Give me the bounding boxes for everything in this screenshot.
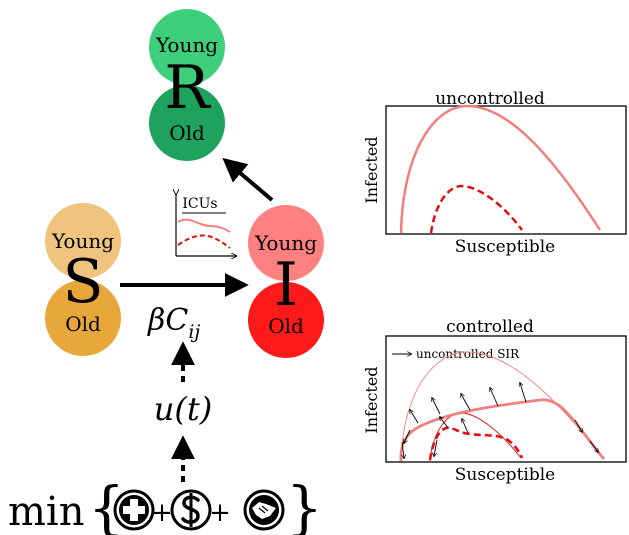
plot-controlled: controlled uncontrolled SIR Susceptible … xyxy=(362,317,627,485)
plus-sign-1: + xyxy=(151,498,173,528)
legend-label: uncontrolled SIR xyxy=(416,347,520,361)
plot-controlled-frame xyxy=(385,335,627,463)
s-young-circle xyxy=(45,203,121,279)
r-young-circle xyxy=(149,9,225,85)
handshake-icon xyxy=(243,489,285,531)
icu-dashed-curve xyxy=(177,234,231,249)
vector-field-arrows xyxy=(402,383,598,458)
plot-controlled-xlabel: Susceptible xyxy=(455,465,555,485)
plot-uncontrolled-frame xyxy=(385,105,627,235)
r-young-label: Young xyxy=(155,33,218,57)
i-old-circle xyxy=(248,282,324,358)
controlled-dashed-curve xyxy=(428,426,524,461)
objective: min { + + } xyxy=(8,474,323,535)
plot-controlled-title: controlled xyxy=(446,317,534,337)
i-compartment: Young I Old xyxy=(248,205,324,358)
plus-sign-2: + xyxy=(209,498,231,528)
plot-uncontrolled-curve xyxy=(399,104,602,234)
transmission-rate: βCij xyxy=(147,303,200,343)
right-brace: } xyxy=(286,474,323,535)
controlled-curve xyxy=(399,398,606,462)
control-label: u(t) xyxy=(154,390,212,428)
uncontrolled-thin-curve xyxy=(400,351,605,462)
icu-inset: ICUs xyxy=(176,194,236,256)
dollar-icon xyxy=(170,489,212,531)
i-old-label: Old xyxy=(268,314,304,338)
i-young-label: Young xyxy=(254,231,317,255)
r-letter: R xyxy=(164,53,211,123)
min-label: min xyxy=(8,489,84,535)
uncontrolled-thin-dashed-curve xyxy=(429,412,522,462)
plot-uncontrolled: uncontrolled Susceptible Infected xyxy=(362,89,627,257)
plot-uncontrolled-dashed-curve xyxy=(429,184,524,234)
icu-label: ICUs xyxy=(182,196,217,212)
transmission-subscript: ij xyxy=(188,321,200,343)
i-young-circle xyxy=(248,205,324,281)
s-compartment: Young S Old xyxy=(45,203,121,356)
i-to-r-arrow xyxy=(222,157,274,202)
r-old-circle xyxy=(149,85,225,161)
s-old-circle xyxy=(45,280,121,356)
s-young-label: Young xyxy=(51,229,114,253)
r-old-label: Old xyxy=(169,121,205,145)
i-letter: I xyxy=(274,250,298,320)
s-old-label: Old xyxy=(65,312,101,336)
icu-solid-curve xyxy=(177,218,231,233)
health-cross-icon xyxy=(113,489,155,531)
plot-controlled-ylabel: Infected xyxy=(362,366,381,433)
plot-uncontrolled-title: uncontrolled xyxy=(435,89,545,109)
r-compartment: Young R Old xyxy=(149,9,225,161)
plot-uncontrolled-ylabel: Infected xyxy=(362,136,381,203)
s-letter: S xyxy=(62,247,103,317)
plot-uncontrolled-xlabel: Susceptible xyxy=(455,237,555,257)
